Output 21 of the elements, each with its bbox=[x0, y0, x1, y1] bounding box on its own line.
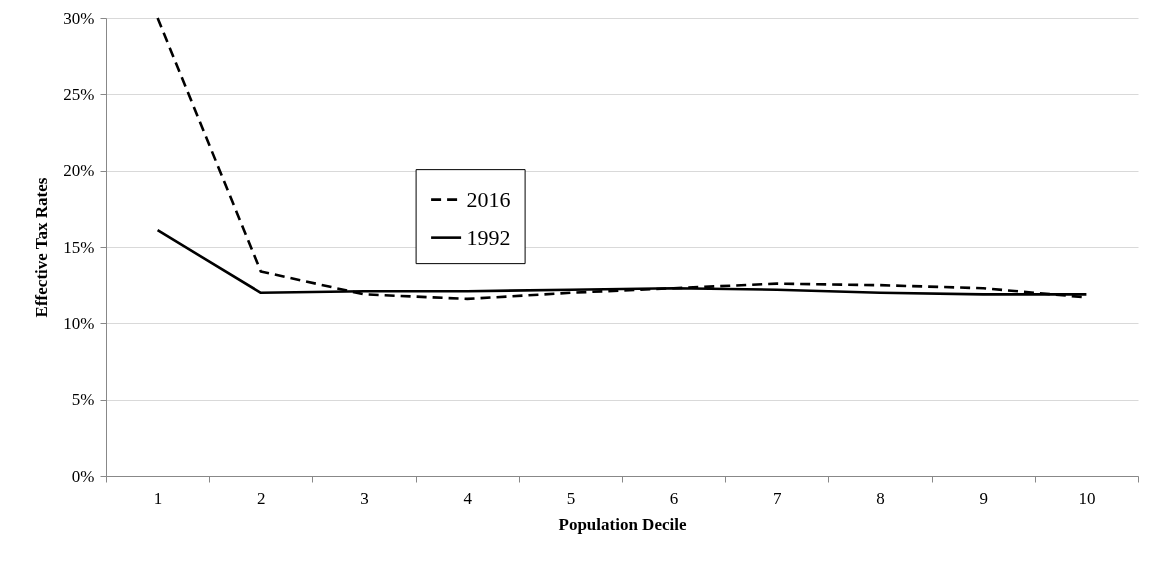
x-tick-label: 9 bbox=[979, 488, 988, 508]
legend-label: 1992 bbox=[466, 224, 511, 250]
y-tick-label: 5% bbox=[71, 390, 95, 410]
x-axis-title: Population Decile bbox=[558, 514, 687, 534]
y-tick-label: 10% bbox=[63, 313, 95, 333]
x-tick-label: 8 bbox=[876, 488, 885, 508]
legend-label: 2016 bbox=[466, 186, 511, 212]
y-tick-label: 30% bbox=[63, 8, 95, 28]
y-tick-label: 25% bbox=[63, 84, 95, 104]
y-axis-title: Effective Tax Rates bbox=[32, 177, 52, 318]
x-tick-label: 3 bbox=[360, 488, 369, 508]
x-tick-label: 2 bbox=[257, 488, 266, 508]
x-tick-label: 5 bbox=[566, 488, 576, 508]
y-tick-label: 20% bbox=[63, 161, 95, 181]
x-tick-label: 4 bbox=[463, 488, 473, 508]
y-tick-label: 15% bbox=[63, 237, 95, 257]
x-tick-label: 10 bbox=[1078, 488, 1096, 508]
y-tick-label: 0% bbox=[71, 466, 95, 486]
x-tick-label: 7 bbox=[773, 488, 783, 508]
x-tick-label: 6 bbox=[669, 488, 679, 508]
x-tick-label: 1 bbox=[153, 488, 163, 508]
